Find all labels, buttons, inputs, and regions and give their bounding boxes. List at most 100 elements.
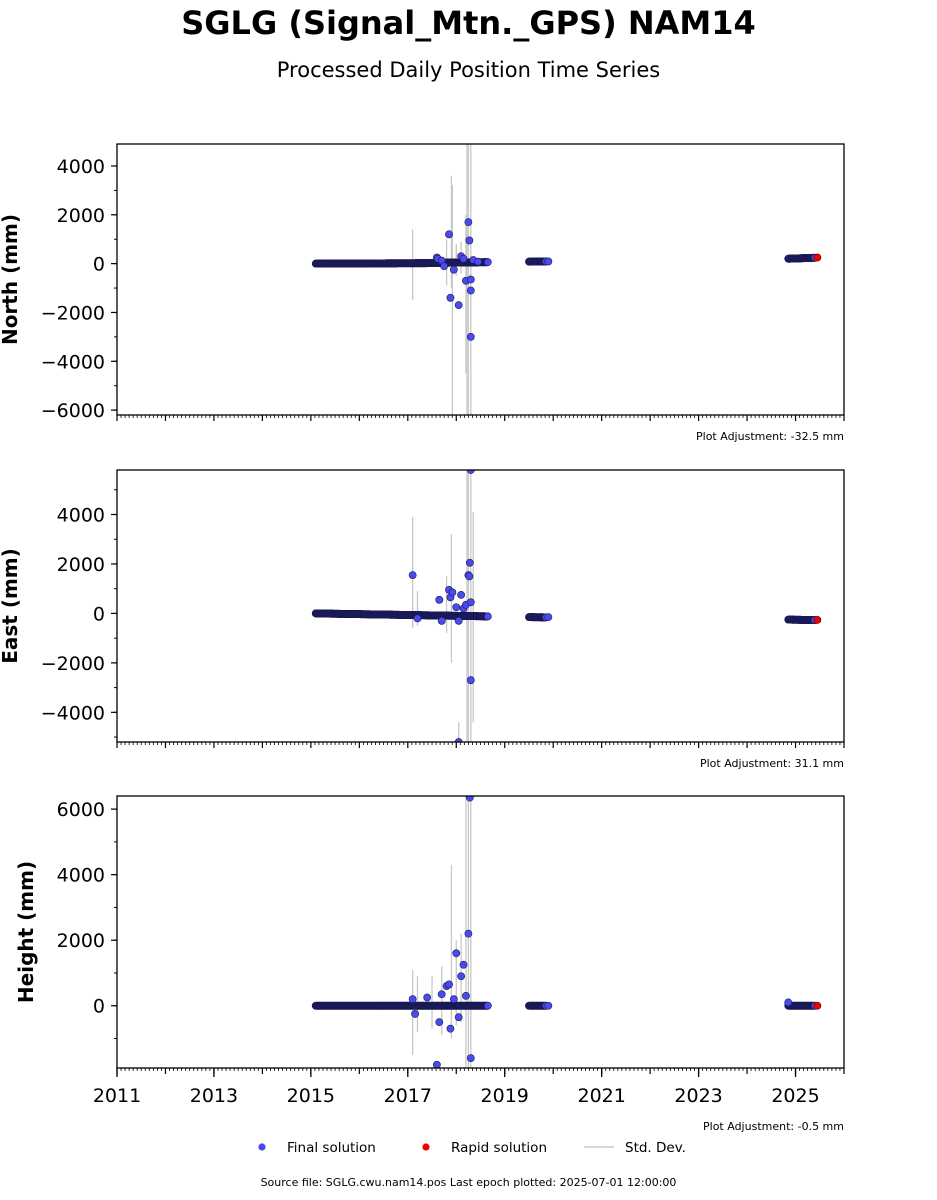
final-point <box>448 588 457 597</box>
y-axis-label: Height (mm) <box>14 861 38 1003</box>
y-tick-label: 2000 <box>57 205 105 227</box>
rapid-point <box>813 253 822 262</box>
final-point <box>435 595 444 604</box>
final-point <box>483 1001 492 1010</box>
final-point <box>464 929 473 938</box>
final-point <box>474 257 482 266</box>
final-point <box>465 558 474 567</box>
legend-label: Final solution <box>287 1140 376 1156</box>
final-point <box>454 616 463 625</box>
y-tick-label: 4000 <box>57 865 105 887</box>
final-point <box>454 301 463 310</box>
final-point <box>462 992 470 1000</box>
panel-3: 6000 4000 2000 0 2011 2013 2015 2017 2019 2021 202… <box>14 795 845 1133</box>
final-point <box>465 236 474 245</box>
y-tick-label: 6000 <box>57 799 105 821</box>
final-point <box>423 993 432 1002</box>
final-point <box>457 972 466 981</box>
axes-frame <box>116 143 845 416</box>
final-point <box>432 1060 441 1068</box>
final-point <box>466 676 475 685</box>
final-point <box>446 293 455 302</box>
y-tick-label: 0 <box>93 996 105 1018</box>
y-tick-label: 0 <box>93 603 105 625</box>
final-point <box>452 603 461 612</box>
y-tick-label: 2000 <box>57 554 105 576</box>
x-tick-label: 2023 <box>674 1085 722 1107</box>
plot-area <box>311 796 822 1068</box>
final-point <box>440 262 449 270</box>
final-point <box>483 612 492 621</box>
plot-area <box>311 144 822 415</box>
rapid-point <box>813 1001 822 1010</box>
final-point <box>465 796 474 802</box>
source-footer: Source file: SGLG.cwu.nam14.pos Last epo… <box>260 1176 677 1189</box>
final-point <box>449 265 458 274</box>
plot-area <box>311 470 822 742</box>
final-point <box>459 254 468 263</box>
rapid-point <box>813 615 822 624</box>
y-tick-label: 0 <box>93 254 105 276</box>
final-point <box>466 332 475 341</box>
final-point <box>483 258 492 267</box>
final-point <box>408 571 417 579</box>
x-tick-label: 2011 <box>93 1085 141 1107</box>
final-point <box>466 470 475 474</box>
x-tick-label: 2013 <box>190 1085 238 1107</box>
final-point <box>437 990 446 999</box>
axes-frame <box>116 469 845 743</box>
final-point <box>454 1013 463 1022</box>
x-tick-label: 2017 <box>384 1085 432 1107</box>
y-tick-label: −6000 <box>41 400 105 422</box>
plot-adjustment: Plot Adjustment: -0.5 mm <box>703 1120 844 1133</box>
final-point <box>544 257 553 266</box>
final-point <box>445 230 453 239</box>
x-tick-label: 2019 <box>481 1085 529 1107</box>
y-tick-label: 4000 <box>57 505 105 527</box>
final-point <box>466 286 475 295</box>
x-tick-label: 2015 <box>287 1085 335 1107</box>
panel-2: 4000 2000 0 −2000 −4000 East (mm) Plot Adjustm… <box>0 469 845 770</box>
plot-adjustment: Plot Adjustment: 31.1 mm <box>700 757 844 770</box>
final-point <box>452 949 461 958</box>
final-point <box>784 998 793 1007</box>
final-point <box>544 613 553 622</box>
page-title: SGLG (Signal_Mtn._GPS) NAM14 <box>181 4 756 42</box>
x-tick-label: 2021 <box>577 1085 625 1107</box>
page-subtitle: Processed Daily Position Time Series <box>276 58 661 82</box>
y-tick-label: −4000 <box>41 702 105 724</box>
final-point <box>464 218 473 227</box>
final-point <box>454 738 463 742</box>
legend-final-marker <box>258 1143 266 1151</box>
final-point <box>411 1010 419 1018</box>
y-axis-label: North (mm) <box>0 214 22 345</box>
final-point <box>408 995 417 1004</box>
final-point <box>544 1001 553 1010</box>
y-tick-label: 4000 <box>57 156 105 178</box>
final-point <box>466 1054 475 1063</box>
final-point <box>466 275 475 284</box>
y-axis-label: East (mm) <box>0 548 22 664</box>
final-point <box>466 598 475 607</box>
final-point <box>457 590 466 599</box>
plot-adjustment: Plot Adjustment: -32.5 mm <box>696 430 844 443</box>
y-tick-label: −2000 <box>41 302 105 324</box>
legend: Final solution Rapid solution Std. Dev. <box>258 1140 686 1156</box>
final-point <box>465 572 474 581</box>
legend-label: Std. Dev. <box>625 1140 686 1156</box>
y-tick-label: −2000 <box>41 653 105 675</box>
panel-1: 4000 2000 0 −2000 −4000 −6000 North (mm) Plot A… <box>0 143 845 443</box>
final-point <box>437 616 446 625</box>
axes-frame <box>116 795 845 1069</box>
final-point <box>445 980 453 989</box>
final-point <box>459 960 468 969</box>
legend-label: Rapid solution <box>451 1140 547 1156</box>
legend-rapid-marker <box>422 1143 430 1151</box>
y-tick-label: 2000 <box>57 930 105 952</box>
y-tick-label: −4000 <box>41 351 105 373</box>
final-point <box>446 1024 455 1033</box>
final-point <box>449 995 458 1004</box>
final-point <box>435 1018 444 1027</box>
x-tick-label: 2025 <box>771 1085 819 1107</box>
